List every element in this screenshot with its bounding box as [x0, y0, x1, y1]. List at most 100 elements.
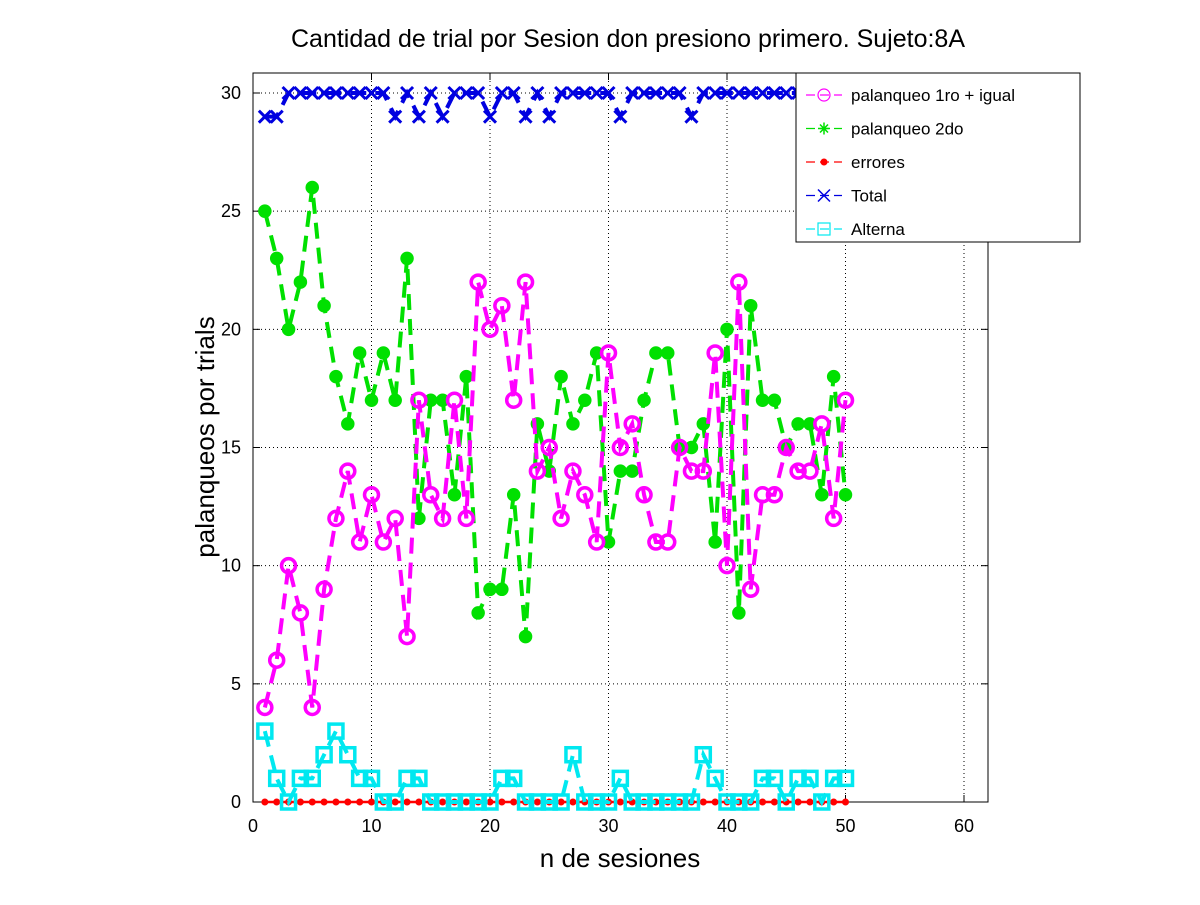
- data-point: [682, 793, 701, 811]
- data-point: [459, 85, 474, 101]
- data-point: [469, 273, 487, 291]
- data-point: [305, 85, 320, 101]
- data-point: [565, 85, 581, 101]
- data-point: [743, 85, 758, 101]
- y-tick-label: 15: [221, 438, 241, 458]
- data-point: [273, 798, 281, 806]
- y-tick-label: 10: [221, 556, 241, 576]
- data-point: [317, 298, 331, 313]
- data-point: [327, 722, 345, 740]
- data-point: [830, 798, 838, 806]
- data-point: [625, 464, 639, 478]
- data-point: [636, 85, 652, 101]
- data-point: [433, 509, 452, 528]
- data-point: [777, 793, 795, 811]
- x-tick-label: 30: [598, 816, 618, 836]
- data-point: [635, 486, 653, 504]
- data-point: [732, 606, 746, 620]
- series-line: [262, 187, 848, 637]
- data-point: [767, 85, 782, 101]
- data-point: [696, 85, 711, 101]
- data-point: [269, 109, 284, 124]
- data-point: [339, 745, 357, 764]
- y-tick-label: 30: [221, 83, 241, 103]
- legend: palanqueo 1ro + igual palanqueo 2do errore…: [795, 72, 1081, 243]
- data-point: [824, 769, 843, 788]
- data-point: [305, 180, 319, 195]
- data-point: [352, 346, 367, 360]
- data-point: [648, 85, 663, 101]
- data-point: [730, 793, 748, 811]
- y-axis-label: palanqueos por trials: [190, 316, 220, 557]
- data-point: [279, 556, 298, 575]
- y-tick-label: 0: [231, 792, 241, 812]
- data-point: [661, 346, 675, 360]
- data-point: [554, 369, 568, 384]
- data-point: [718, 793, 736, 811]
- data-point: [564, 462, 582, 480]
- data-point: [411, 109, 426, 124]
- data-point: [684, 109, 699, 124]
- legend-label: Alterna: [851, 220, 905, 239]
- data-point: [495, 582, 509, 597]
- data-point: [743, 298, 758, 313]
- data-point: [506, 85, 521, 101]
- data-point: [838, 488, 853, 502]
- data-point: [777, 438, 795, 457]
- data-point: [327, 509, 345, 528]
- data-point: [711, 798, 719, 806]
- y-tick-label: 20: [221, 319, 241, 339]
- data-point: [368, 798, 375, 806]
- axis-ticks: 0 10 20 30 40 50 60 0 5 10 15 20 25 30: [221, 73, 988, 836]
- data-point: [471, 606, 485, 620]
- data-point: [542, 109, 557, 124]
- data-point: [504, 769, 523, 788]
- data-point: [601, 85, 616, 101]
- data-point: [374, 793, 393, 811]
- legend-label: Total: [851, 187, 887, 206]
- data-point: [842, 798, 849, 806]
- data-point: [257, 109, 272, 124]
- data-point: [439, 798, 447, 806]
- data-point: [566, 417, 580, 431]
- data-point: [374, 533, 393, 551]
- data-point: [611, 769, 630, 788]
- data-point: [694, 462, 713, 480]
- data-point: [329, 369, 343, 384]
- data-point: [694, 745, 713, 764]
- data-point: [589, 85, 604, 101]
- data-point: [339, 462, 357, 480]
- data-point: [682, 462, 701, 480]
- data-point: [281, 322, 296, 337]
- data-point: [708, 85, 723, 101]
- data-point: [400, 251, 414, 266]
- data-point: [552, 509, 570, 528]
- data-point: [391, 798, 399, 806]
- data-point: [494, 85, 509, 101]
- data-point: [599, 793, 618, 811]
- x-tick-label: 50: [835, 816, 855, 836]
- data-point: [481, 320, 499, 339]
- data-point: [719, 85, 735, 101]
- legend-marker: [817, 188, 831, 203]
- data-point: [670, 438, 689, 457]
- data-point: [789, 462, 807, 480]
- data-point: [332, 798, 340, 806]
- data-point: [533, 798, 541, 806]
- data-point: [445, 793, 464, 811]
- data-point: [767, 393, 782, 407]
- data-point: [801, 462, 819, 480]
- legend-label: errores: [851, 153, 905, 172]
- data-point: [504, 391, 523, 409]
- legend-marker: [820, 158, 828, 166]
- data-point: [350, 769, 369, 788]
- data-point: [554, 85, 569, 101]
- data-point: [806, 798, 814, 806]
- data-point: [364, 85, 379, 101]
- x-axis-label: n de sesiones: [540, 843, 700, 873]
- data-point: [482, 109, 498, 124]
- series-palanqueo-1ro-igual: [256, 273, 855, 717]
- data-point: [647, 793, 665, 811]
- data-point: [530, 85, 545, 101]
- data-point: [552, 793, 570, 811]
